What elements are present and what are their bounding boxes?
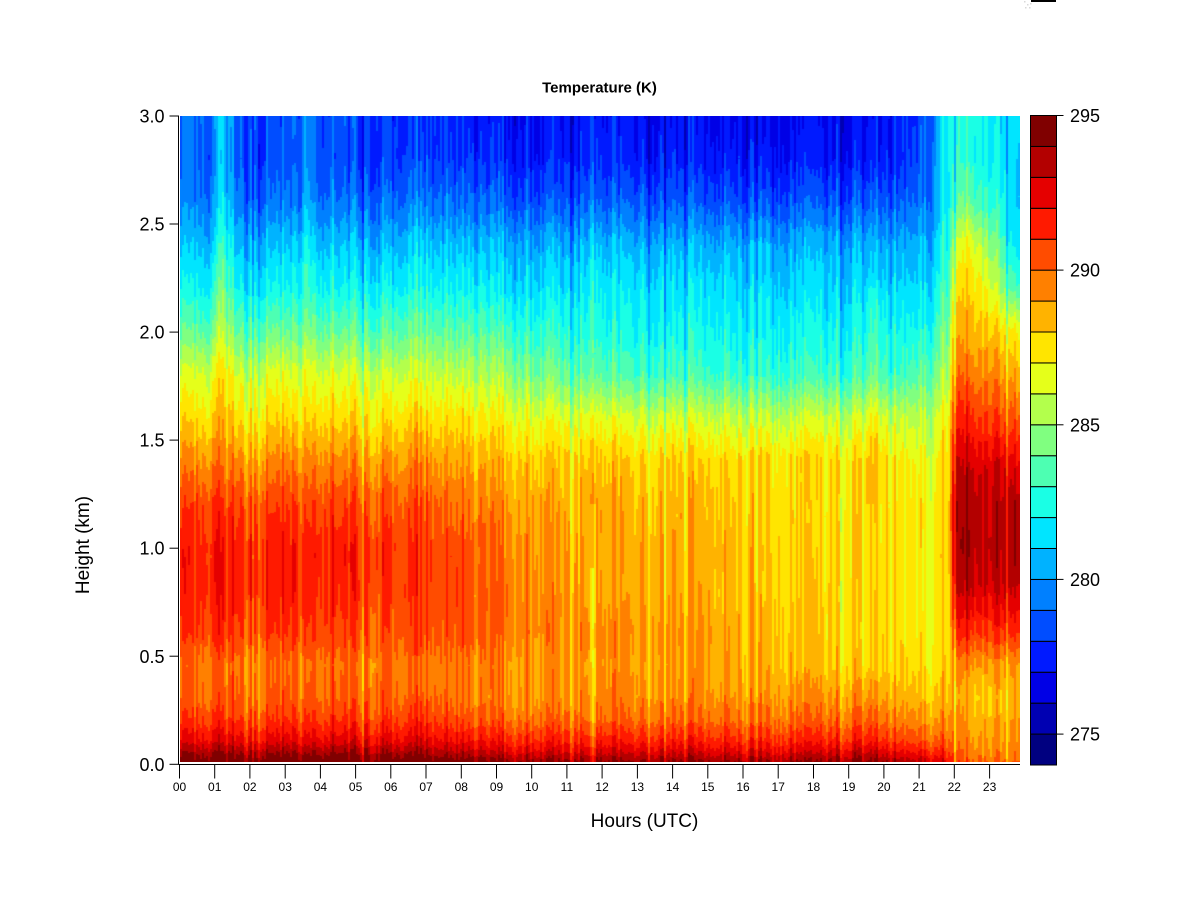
svg-text:10: 10 [525,780,539,794]
svg-text:13: 13 [631,780,645,794]
svg-text:Hours (UTC): Hours (UTC) [591,811,699,832]
svg-text:12: 12 [595,780,609,794]
svg-text:23: 23 [983,780,997,794]
svg-text:280: 280 [1070,570,1100,590]
svg-text:18: 18 [807,780,821,794]
svg-text:17: 17 [772,780,786,794]
svg-text:290: 290 [1070,261,1100,281]
svg-text:275: 275 [1070,725,1100,745]
svg-text:03: 03 [279,780,293,794]
svg-text:1.0: 1.0 [139,539,164,559]
svg-text:02: 02 [243,780,257,794]
svg-text:07: 07 [419,780,433,794]
svg-text:11: 11 [561,780,574,794]
svg-text:08: 08 [455,780,469,794]
svg-text:09: 09 [490,780,504,794]
svg-text:1.5: 1.5 [139,431,164,451]
svg-text:21: 21 [912,780,926,794]
svg-text:Height (km): Height (km) [73,496,94,594]
svg-text:0.5: 0.5 [139,647,164,667]
svg-text:295: 295 [1070,106,1100,126]
svg-text:15: 15 [701,780,715,794]
svg-text:Temperature (K): Temperature (K) [542,80,657,97]
svg-text:285: 285 [1070,415,1100,435]
svg-text:2.5: 2.5 [139,215,164,235]
svg-text:04: 04 [314,780,328,794]
svg-text:20: 20 [877,780,891,794]
svg-text:2.0: 2.0 [139,323,164,343]
svg-text:19: 19 [842,780,856,794]
svg-text:05: 05 [349,780,363,794]
svg-text:01: 01 [208,780,222,794]
svg-text:3.0: 3.0 [139,107,164,127]
svg-text:14: 14 [666,780,680,794]
svg-text:06: 06 [384,780,398,794]
svg-text:22: 22 [948,780,962,794]
svg-text:0.0: 0.0 [139,755,164,775]
svg-text:00: 00 [173,780,187,794]
svg-text:16: 16 [736,780,750,794]
